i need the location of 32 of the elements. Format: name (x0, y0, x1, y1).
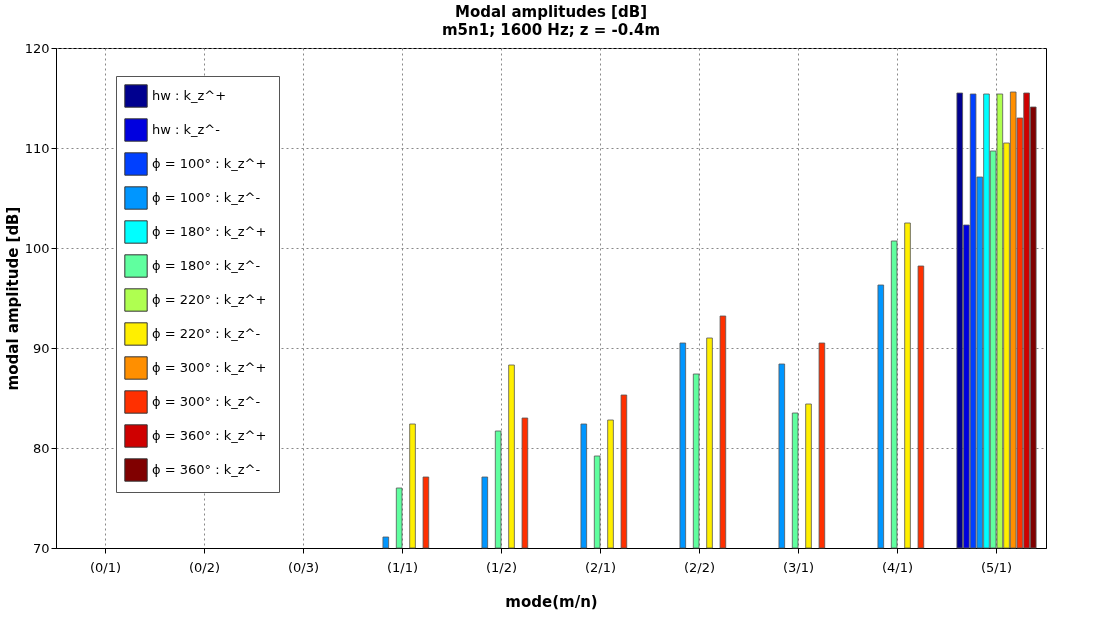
legend-label: hw : k_z^- (152, 122, 221, 137)
y-tick-label: 100 (24, 240, 50, 256)
x-tick-label: (0/1) (89, 559, 122, 575)
legend-label: ϕ = 180° : k_z^- (152, 258, 261, 273)
y-axis-title: modal amplitude [dB] (3, 206, 22, 391)
legend-label: ϕ = 100° : k_z^+ (152, 156, 267, 171)
y-tick-label: 70 (32, 540, 50, 556)
x-tick-label: (5/1) (980, 559, 1013, 575)
chart-subtitle: m5n1; 1600 Hz; z = -0.4m (441, 21, 661, 39)
legend-label: ϕ = 360° : k_z^- (152, 462, 261, 477)
legend-label: ϕ = 100° : k_z^- (152, 190, 261, 205)
x-tick-label: (1/2) (485, 559, 518, 575)
y-tick-label: 110 (24, 140, 50, 156)
x-axis-title: mode(m/n) (505, 592, 598, 611)
y-tick-label: 120 (24, 40, 50, 56)
legend-label: hw : k_z^+ (152, 88, 227, 103)
x-tick-label: (1/1) (386, 559, 419, 575)
legend-label: ϕ = 300° : k_z^- (152, 394, 261, 409)
x-tick-label: (3/1) (782, 559, 815, 575)
legend-label: ϕ = 360° : k_z^+ (152, 428, 267, 443)
x-tick-label: (0/2) (188, 559, 221, 575)
y-tick-label: 90 (32, 340, 50, 356)
legend-label: ϕ = 220° : k_z^- (152, 326, 261, 341)
chart-title: Modal amplitudes [dB] (454, 3, 648, 21)
x-tick-label: (0/3) (287, 559, 320, 575)
y-tick-label: 80 (32, 440, 50, 456)
x-tick-label: (2/1) (584, 559, 617, 575)
legend-label: ϕ = 180° : k_z^+ (152, 224, 267, 239)
legend-label: ϕ = 220° : k_z^+ (152, 292, 267, 307)
legend-label: ϕ = 300° : k_z^+ (152, 360, 267, 375)
x-tick-label: (2/2) (683, 559, 716, 575)
x-tick-label: (4/1) (881, 559, 914, 575)
